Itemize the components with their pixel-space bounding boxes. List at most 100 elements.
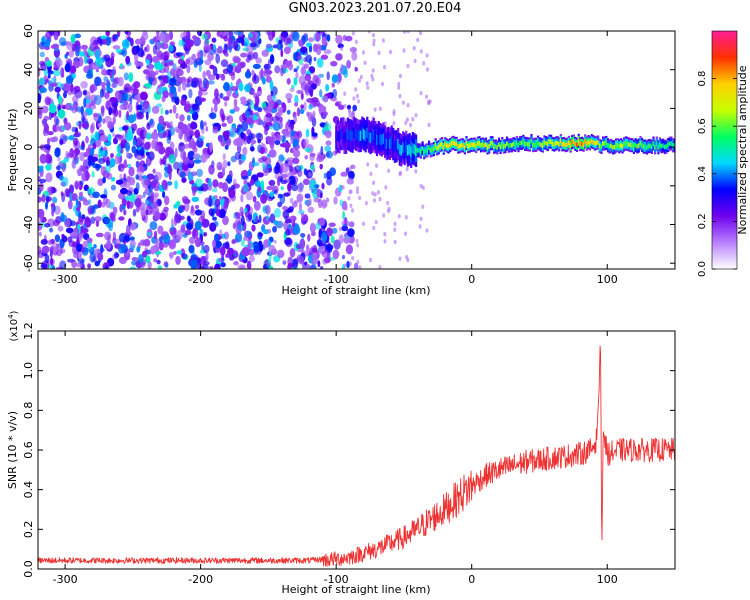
spectrogram-ridge-cell	[642, 144, 645, 149]
spectrogram-noise-cell	[137, 166, 142, 172]
spectrogram-noise-cell	[38, 196, 42, 203]
spectrogram-noise-cell	[125, 55, 131, 65]
spectrogram-noise-cell	[249, 179, 255, 186]
spectrogram-noise-cell	[265, 259, 269, 268]
y-tick-label: -60	[22, 254, 35, 272]
spectrogram-noise-cell	[406, 63, 410, 69]
spectrogram-noise-cell	[109, 97, 118, 103]
spectrogram-noise-cell	[372, 42, 376, 47]
spectrogram-noise-cell	[185, 39, 191, 50]
spectrogram-noise-cell	[140, 91, 148, 101]
spectrogram-ridge-cell	[489, 141, 492, 146]
spectrogram-noise-cell	[118, 216, 125, 221]
spectrogram-noise-cell	[111, 177, 116, 182]
spectrogram-noise-cell	[202, 232, 208, 237]
spectrogram-ridge-cell	[470, 142, 473, 147]
spectrogram-noise-cell	[138, 254, 144, 264]
spectrogram-ridge-cell	[504, 143, 507, 149]
spectrogram-noise-cell	[134, 197, 142, 208]
spectrogram-noise-cell	[49, 248, 53, 258]
spectrogram-ridge-cell	[455, 141, 458, 147]
spectrogram-ridge-cell	[429, 148, 432, 153]
y-tick-label: 0	[22, 144, 35, 151]
spectrogram-noise-cell	[268, 149, 277, 158]
spectrogram-noise-cell	[38, 181, 44, 192]
spectrogram-ridge-cell	[423, 150, 426, 155]
spectrogram-noise-cell	[85, 135, 89, 144]
spectrogram-noise-cell	[174, 213, 182, 223]
spectrogram-noise-cell	[155, 237, 159, 247]
spectrogram-ridge-cell	[543, 140, 546, 145]
spectrogram-noise-cell	[263, 170, 269, 177]
spectrogram-noise-cell	[371, 77, 375, 82]
spectrogram-noise-cell	[78, 120, 82, 130]
colorbar-tick-label: 0.6	[697, 118, 708, 134]
spectrogram-ridge-cell	[450, 141, 453, 146]
spectrogram-ridge-cell	[564, 142, 567, 148]
spectrogram-noise-cell	[45, 172, 53, 183]
spectrogram-noise-cell	[342, 210, 345, 220]
spectrogram-noise-cell	[397, 214, 401, 219]
spectrogram-noise-cell	[401, 100, 405, 105]
spectrogram-ridge-cell	[402, 142, 405, 153]
spectrogram-noise-cell	[354, 67, 358, 72]
spectrogram-noise-cell	[175, 128, 183, 134]
spectrogram-noise-cell	[222, 215, 229, 226]
spectrogram-noise-cell	[422, 61, 426, 66]
spectrogram-noise-cell	[381, 81, 384, 87]
spectrogram-noise-cell	[66, 227, 74, 234]
x-tick-label: -100	[324, 573, 349, 586]
spectrogram-noise-cell	[370, 73, 374, 79]
spectrogram-ridge-cell	[354, 129, 357, 140]
spectrogram-noise-cell	[152, 168, 156, 174]
spectrogram-noise-cell	[251, 69, 255, 76]
spectrogram-noise-cell	[284, 218, 292, 224]
spectrogram-noise-cell	[255, 118, 263, 126]
spectrogram-noise-cell	[200, 120, 204, 130]
spectrogram-noise-cell	[233, 31, 242, 35]
spectrogram-noise-cell	[282, 260, 287, 265]
spectrogram-noise-cell	[336, 251, 340, 256]
spectrogram-noise-cell	[196, 31, 203, 37]
spectrogram-ridge-cell	[494, 144, 497, 149]
spectrogram-noise-cell	[362, 221, 366, 226]
spectrogram-ridge-cell	[351, 131, 354, 142]
spectrogram-noise-cell	[104, 92, 110, 100]
spectrogram-ridge-cell	[510, 143, 514, 148]
spectrogram-noise-cell	[74, 180, 79, 190]
spectrogram-noise-cell	[172, 104, 177, 114]
spectrogram-noise-cell	[169, 85, 177, 95]
spectrogram-noise-cell	[232, 126, 236, 134]
spectrogram-ridge-cell	[338, 131, 341, 143]
spectrogram-noise-cell	[157, 265, 163, 269]
spectrogram-noise-cell	[84, 217, 91, 222]
spectrogram-noise-cell	[205, 79, 209, 89]
spectrogram-ridge-cell	[405, 141, 408, 153]
spectrogram-ridge-cell	[507, 143, 510, 148]
spectrogram-noise-cell	[118, 232, 127, 243]
x-tick-label: -300	[53, 573, 78, 586]
spectrogram-ridge-cell	[467, 143, 470, 149]
spectrogram-noise-cell	[100, 244, 104, 254]
spectrogram-noise-cell	[372, 32, 375, 38]
spectrogram-noise-cell	[304, 155, 309, 160]
spectrogram-noise-cell	[330, 60, 338, 67]
spectrogram-noise-cell	[73, 249, 78, 255]
spectrogram-noise-cell	[140, 207, 146, 218]
spectrogram-noise-cell	[325, 84, 330, 92]
spectrogram-noise-cell	[250, 100, 255, 110]
spectrogram-ridge-cell	[569, 143, 572, 148]
spectrogram-noise-cell	[50, 257, 54, 266]
spectrogram-noise-cell	[282, 206, 288, 211]
spectrogram-noise-cell	[346, 261, 350, 268]
spectrogram-noise-cell	[304, 63, 309, 69]
spectrogram-noise-cell	[367, 31, 371, 34]
spectrogram-noise-cell	[233, 252, 237, 257]
spectrogram-noise-cell	[309, 89, 314, 98]
spectrogram-noise-cell	[412, 46, 416, 51]
spectrogram-noise-cell	[344, 206, 348, 211]
spectrogram-noise-cell	[190, 254, 199, 261]
spectrogram-noise-cell	[112, 65, 117, 77]
spectrogram-noise-cell	[103, 196, 108, 205]
spectrogram-noise-cell	[44, 38, 51, 48]
